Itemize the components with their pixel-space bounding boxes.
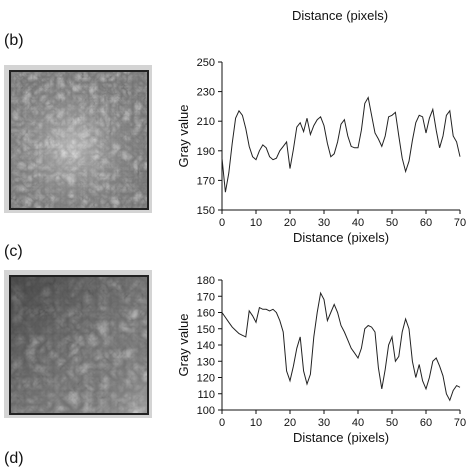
- chart-c-y-tick-label: 100: [197, 405, 215, 417]
- chart-b-x-tick-label: 60: [420, 217, 432, 229]
- chart-b-y-tick-label: 230: [197, 87, 215, 99]
- chart-b-x-tick-label: 0: [219, 217, 225, 229]
- chart-c-y-tick-label: 170: [197, 291, 215, 303]
- chart-b-y-tick-label: 210: [197, 116, 215, 128]
- chart-b-x-tick-label: 10: [250, 217, 262, 229]
- chart-c-x-axis-label: Distance (pixels): [293, 430, 389, 445]
- chart-c-x-tick-label: 40: [352, 417, 364, 429]
- chart-b-y-tick-label: 250: [197, 57, 215, 69]
- chart-b-x-tick-label: 20: [284, 217, 296, 229]
- micrograph-c-frame: [4, 270, 152, 418]
- chart-b-y-tick-label: 190: [197, 146, 215, 158]
- chart-c-x-tick-label: 60: [420, 417, 432, 429]
- chart-c-x-tick-label: 20: [284, 417, 296, 429]
- chart-c-y-tick-label: 130: [197, 356, 215, 368]
- chart-b-y-tick-label: 170: [197, 175, 215, 187]
- top-axis-caption: Distance (pixels): [292, 8, 389, 23]
- chart-b-x-axis-label: Distance (pixels): [293, 230, 389, 245]
- chart-b-x-tick-label: 50: [386, 217, 398, 229]
- chart-b-x-tick-label: 70: [454, 217, 466, 229]
- chart-c-y-tick-label: 110: [197, 389, 215, 401]
- micrograph-c-image: [9, 275, 149, 415]
- chart-c-series-line: [221, 291, 461, 402]
- chart-c-y-tick-label: 140: [197, 340, 215, 352]
- panel-label-c: (c): [4, 243, 23, 260]
- chart-c-x-tick-label: 70: [454, 417, 466, 429]
- chart-b-x-tick-label: 30: [318, 217, 330, 229]
- panel-label-d: (d): [4, 450, 24, 467]
- chart-c-y-axis-label: Gray value: [176, 314, 191, 377]
- chart-c-x-tick-label: 30: [318, 417, 330, 429]
- chart-c-x-tick-label: 10: [250, 417, 262, 429]
- chart-c-x-tick-label: 0: [219, 417, 225, 429]
- chart-c-y-tick-label: 120: [197, 373, 215, 385]
- chart-c-y-tick-label: 150: [197, 324, 215, 336]
- panel-label-b: (b): [4, 32, 24, 49]
- chart-c-y-tick-label: 180: [197, 275, 215, 287]
- micrograph-b-image: [9, 70, 149, 210]
- chart-c-y-tick-label: 160: [197, 308, 215, 320]
- micrograph-b-frame: [4, 65, 152, 213]
- chart-b-y-tick-label: 150: [197, 205, 215, 217]
- chart-b-x-tick-label: 40: [352, 217, 364, 229]
- chart-b-series-line: [221, 96, 461, 193]
- chart-b-y-axis-label: Gray value: [176, 105, 191, 168]
- chart-c-x-tick-label: 50: [386, 417, 398, 429]
